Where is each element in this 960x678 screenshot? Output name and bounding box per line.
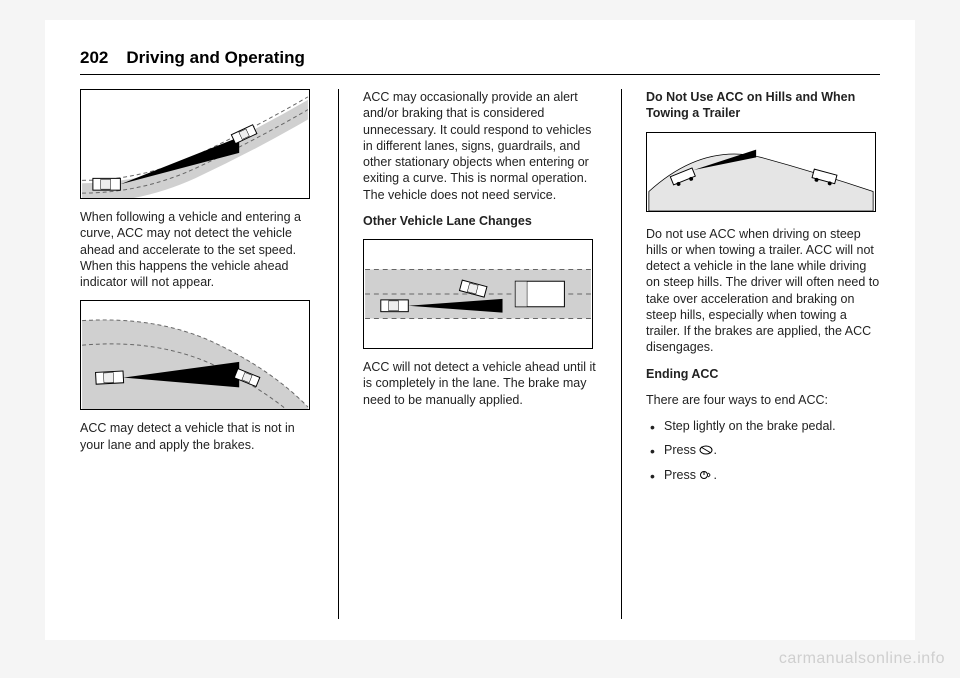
curve-other-svg — [81, 301, 309, 409]
page-header: 202 Driving and Operating — [80, 48, 880, 68]
figure-hills — [646, 132, 876, 212]
content-columns: When following a vehicle and entering a … — [80, 89, 880, 619]
col1-para2: ACC may detect a vehicle that is not in … — [80, 420, 314, 453]
figure-lane-change — [363, 239, 593, 349]
watermark: carmanualsonline.info — [779, 650, 945, 668]
page-number: 202 — [80, 48, 108, 68]
list-item: Press . — [646, 442, 880, 459]
figure-curve-other-lane — [80, 300, 310, 410]
col2-para1: ACC may occasionally provide an alert an… — [363, 89, 597, 203]
bullet-text: Step lightly on the brake pedal. — [664, 419, 836, 433]
lane-change-svg — [364, 240, 592, 348]
col3-heading-hills: Do Not Use ACC on Hills and When Towing … — [646, 89, 880, 122]
figure-curve-follow — [80, 89, 310, 199]
ending-acc-list: Step lightly on the brake pedal. Press .… — [646, 418, 880, 484]
curve-follow-svg — [81, 90, 309, 198]
col2-para2: ACC will not detect a vehicle ahead unti… — [363, 359, 597, 408]
manual-page: 202 Driving and Operating — [45, 20, 915, 640]
list-item: Step lightly on the brake pedal. — [646, 418, 880, 434]
section-title: Driving and Operating — [126, 48, 305, 68]
col1-para1: When following a vehicle and entering a … — [80, 209, 314, 290]
col3-para1: Do not use ACC when driving on steep hil… — [646, 226, 880, 356]
bullet-prefix: Press — [664, 443, 699, 457]
bullet-suffix: . — [713, 443, 716, 457]
column-2: ACC may occasionally provide an alert an… — [363, 89, 597, 619]
header-rule — [80, 74, 880, 75]
column-1: When following a vehicle and entering a … — [80, 89, 314, 619]
bullet-suffix: . — [713, 468, 716, 482]
col3-heading-ending: Ending ACC — [646, 366, 880, 382]
list-item: Press . — [646, 467, 880, 484]
bullet-prefix: Press — [664, 468, 699, 482]
col3-para2: There are four ways to end ACC: — [646, 392, 880, 408]
column-divider-2 — [621, 89, 622, 619]
column-3: Do Not Use ACC on Hills and When Towing … — [646, 89, 880, 619]
cancel-icon — [699, 443, 713, 459]
on-off-icon — [699, 468, 713, 484]
column-divider-1 — [338, 89, 339, 619]
hills-svg — [647, 133, 875, 211]
col2-heading-lane-changes: Other Vehicle Lane Changes — [363, 213, 597, 229]
